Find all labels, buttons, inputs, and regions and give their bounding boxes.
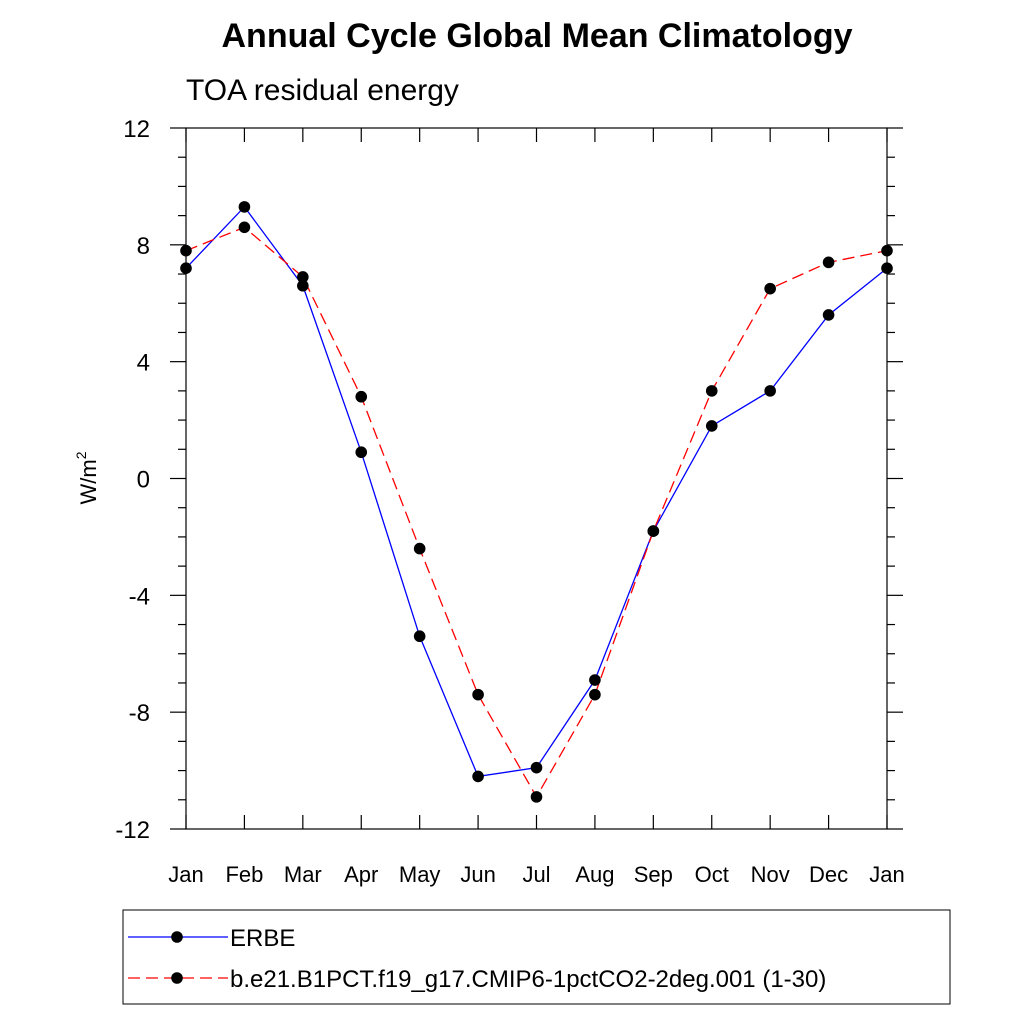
x-tick-label: Apr — [344, 862, 378, 887]
x-tick-labels: Jan Feb Mar Apr May Jun Jul Aug Sep Oct Nov Dec Jan — [168, 862, 904, 887]
series-2-point — [297, 271, 309, 283]
series-line-1 — [185, 205, 888, 778]
y-tick-label: 8 — [137, 233, 150, 260]
series-2-point — [238, 221, 251, 234]
series-1-point — [589, 674, 601, 686]
x-tick-label: Oct — [695, 862, 729, 887]
series-points — [180, 201, 893, 803]
series-1-point — [705, 420, 718, 432]
series-line-2 — [185, 226, 888, 799]
chart-title: Annual Cycle Global Mean Climatology — [222, 17, 853, 55]
chart-subtitle: TOA residual energy — [186, 74, 459, 107]
series-2-point — [647, 525, 660, 537]
series-1-point — [472, 770, 484, 783]
series-2-point — [413, 542, 426, 555]
series-2-point — [530, 791, 543, 803]
x-tick-label: Jul — [522, 862, 550, 887]
series-1-point — [238, 201, 251, 213]
svg-text:W/m2: W/m2 — [73, 451, 101, 504]
series-2-point — [180, 244, 192, 257]
plot-area-frame — [185, 127, 888, 830]
series-2-point — [764, 282, 776, 295]
series-2-point — [472, 688, 484, 701]
legend-label-2: b.e21.B1PCT.f19_g17.CMIP6-1pctCO2-2deg.0… — [230, 966, 826, 993]
y-tick-label: -8 — [129, 700, 150, 727]
legend: ERBE b.e21.B1PCT.f19_g17.CMIP6-1pctCO2-2d… — [122, 909, 951, 1005]
x-tick-label: Nov — [751, 862, 790, 887]
series-1-point — [297, 279, 309, 292]
series-2-point — [881, 244, 893, 257]
legend-frame — [122, 909, 951, 1005]
x-tick-label: Feb — [225, 862, 263, 887]
y-tick-label: 0 — [137, 467, 150, 494]
series-1-point — [764, 385, 776, 397]
series-1-point — [530, 761, 543, 774]
series-lines — [185, 205, 888, 799]
y-tick-label: 12 — [123, 116, 150, 143]
x-tick-label: Jun — [460, 862, 495, 887]
x-tick-label: May — [399, 862, 441, 887]
y-axis-label-base: W/m — [76, 459, 101, 504]
series-1-point — [881, 262, 893, 275]
y-tick-label: 4 — [137, 350, 150, 377]
legend-marker-2 — [171, 972, 183, 984]
series-2-point — [822, 256, 835, 269]
axis-ticks — [170, 127, 903, 830]
series-2-point — [589, 688, 601, 701]
y-tick-labels: 12 8 4 0 -4 -8 -12 — [115, 116, 150, 844]
series-2-point — [705, 385, 718, 397]
x-tick-label: Jan — [168, 862, 203, 887]
series-1-point — [822, 309, 835, 321]
x-tick-label: Sep — [634, 862, 673, 887]
legend-marker-1 — [171, 931, 183, 943]
y-axis-label: W/m2 — [73, 451, 101, 504]
series-1-point — [180, 262, 192, 275]
series-2-point — [355, 390, 368, 403]
y-axis-label-superscript: 2 — [73, 451, 89, 459]
x-tick-label: Mar — [284, 862, 322, 887]
series-1-point — [355, 446, 368, 459]
x-tick-label: Dec — [809, 862, 848, 887]
x-tick-label: Jan — [869, 862, 904, 887]
y-tick-label: -12 — [115, 817, 150, 844]
y-tick-label: -4 — [129, 583, 150, 610]
series-1-point — [413, 630, 426, 643]
legend-label-1: ERBE — [230, 925, 295, 952]
x-tick-label: Aug — [575, 862, 614, 887]
